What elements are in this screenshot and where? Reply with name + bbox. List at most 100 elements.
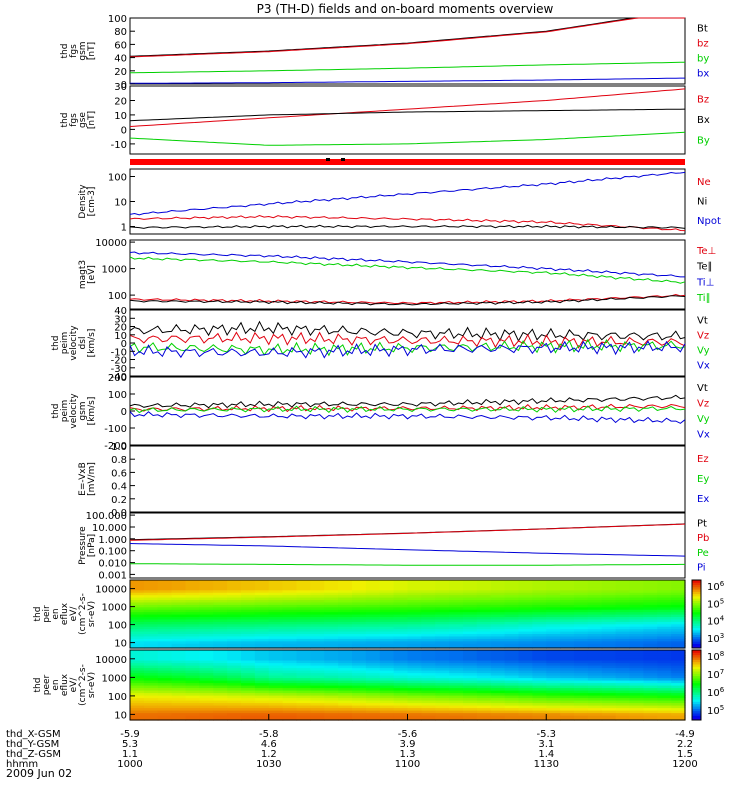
- heatmap-cell: [560, 616, 575, 620]
- heatmap-cell: [310, 680, 325, 684]
- heatmap-cell: [254, 675, 270, 679]
- heatmap-cell: [241, 638, 256, 642]
- colorbar-swatch: [692, 666, 701, 670]
- heatmap-cell: [130, 697, 145, 701]
- y-axis-label-line: [nT]: [87, 111, 97, 129]
- heatmap-cell: [171, 616, 187, 620]
- heatmap-cell: [241, 589, 256, 593]
- heatmap-cell: [657, 633, 672, 637]
- heatmap-cell: [643, 710, 658, 714]
- heatmap-cell: [282, 594, 298, 598]
- heatmap-cell: [213, 717, 228, 721]
- heatmap-cell: [296, 611, 311, 615]
- heatmap-cell: [379, 631, 395, 635]
- heatmap-cell: [213, 601, 228, 605]
- heatmap-cell: [254, 638, 270, 642]
- heatmap-cell: [143, 609, 159, 613]
- heatmap-cell: [324, 662, 339, 666]
- heatmap-cell: [657, 652, 672, 656]
- heatmap-cell: [407, 655, 422, 659]
- heatmap-cell: [560, 685, 575, 689]
- heatmap-cell: [352, 690, 367, 694]
- colorbar-swatch: [692, 678, 701, 681]
- heatmap-cell: [671, 614, 686, 618]
- heatmap-cell: [130, 695, 145, 699]
- heatmap-cell: [352, 692, 367, 696]
- heatmap-cell: [407, 702, 422, 706]
- heatmap-cell: [310, 628, 325, 632]
- heatmap-cell: [199, 717, 214, 721]
- heatmap-cell: [365, 682, 381, 686]
- heatmap-cell: [435, 621, 450, 625]
- heatmap-cell: [185, 655, 200, 659]
- heatmap-cell: [643, 697, 658, 701]
- heatmap-cell: [241, 587, 256, 591]
- heatmap-cell: [199, 638, 214, 642]
- heatmap-cell: [296, 715, 311, 719]
- heatmap-cell: [365, 697, 381, 701]
- heatmap-cell: [324, 628, 339, 632]
- heatmap-cell: [241, 690, 256, 694]
- heatmap-cell: [601, 640, 617, 644]
- heatmap-cell: [449, 682, 464, 686]
- heatmap-cell: [324, 655, 339, 659]
- heatmap-cell: [199, 667, 214, 671]
- heatmap-cell: [310, 592, 325, 596]
- heatmap-cell: [560, 652, 575, 656]
- heatmap-cell: [213, 645, 228, 649]
- heatmap-cell: [310, 652, 325, 656]
- heatmap-cell: [241, 660, 256, 664]
- heatmap-cell: [268, 580, 284, 584]
- heatmap-cell: [171, 657, 187, 661]
- heatmap-cell: [518, 652, 533, 656]
- heatmap-cell: [532, 652, 547, 656]
- heatmap-cell: [393, 715, 409, 719]
- heatmap-cell: [615, 597, 631, 601]
- heatmap-cell: [157, 705, 173, 709]
- heatmap-cell: [254, 692, 270, 696]
- heatmap-cell: [421, 623, 436, 627]
- heatmap-cell: [671, 584, 686, 588]
- heatmap-cell: [185, 643, 200, 647]
- heatmap-cell: [365, 614, 381, 618]
- heatmap-cell: [199, 680, 214, 684]
- heatmap-cell: [130, 690, 145, 694]
- heatmap-cell: [199, 687, 214, 691]
- heatmap-cell: [393, 611, 409, 615]
- heatmap-cell: [296, 597, 311, 601]
- heatmap-cell: [324, 601, 339, 605]
- heatmap-cell: [532, 643, 547, 647]
- heatmap-cell: [296, 640, 311, 644]
- heatmap-cell: [476, 594, 492, 598]
- heatmap-cell: [310, 695, 325, 699]
- heatmap-cell: [490, 621, 506, 625]
- heatmap-cell: [254, 705, 270, 709]
- heatmap-cell: [518, 589, 533, 593]
- heatmap-cell: [587, 660, 603, 664]
- heatmap-cell: [171, 626, 187, 630]
- heatmap-cell: [171, 652, 187, 656]
- heatmap-cell: [157, 652, 173, 656]
- heatmap-cell: [421, 604, 436, 608]
- heatmap-cell: [615, 667, 631, 671]
- heatmap-cell: [476, 626, 492, 630]
- heatmap-cell: [601, 717, 617, 721]
- heatmap-cell: [435, 631, 450, 635]
- heatmap-cell: [338, 652, 353, 656]
- heatmap-cell: [587, 682, 603, 686]
- heatmap-cell: [324, 710, 339, 714]
- heatmap-cell: [185, 601, 200, 605]
- heatmap-cell: [199, 712, 214, 716]
- heatmap-cell: [476, 589, 492, 593]
- heatmap-cell: [296, 623, 311, 627]
- heatmap-cell: [657, 690, 672, 694]
- heatmap-cell: [615, 638, 631, 642]
- heatmap-cell: [476, 717, 492, 721]
- heatmap-cell: [282, 599, 298, 603]
- heatmap-cell: [241, 692, 256, 696]
- heatmap-cell: [504, 594, 520, 598]
- heatmap-cell: [615, 592, 631, 596]
- heatmap-cell: [601, 597, 617, 601]
- heatmap-cell: [449, 594, 464, 598]
